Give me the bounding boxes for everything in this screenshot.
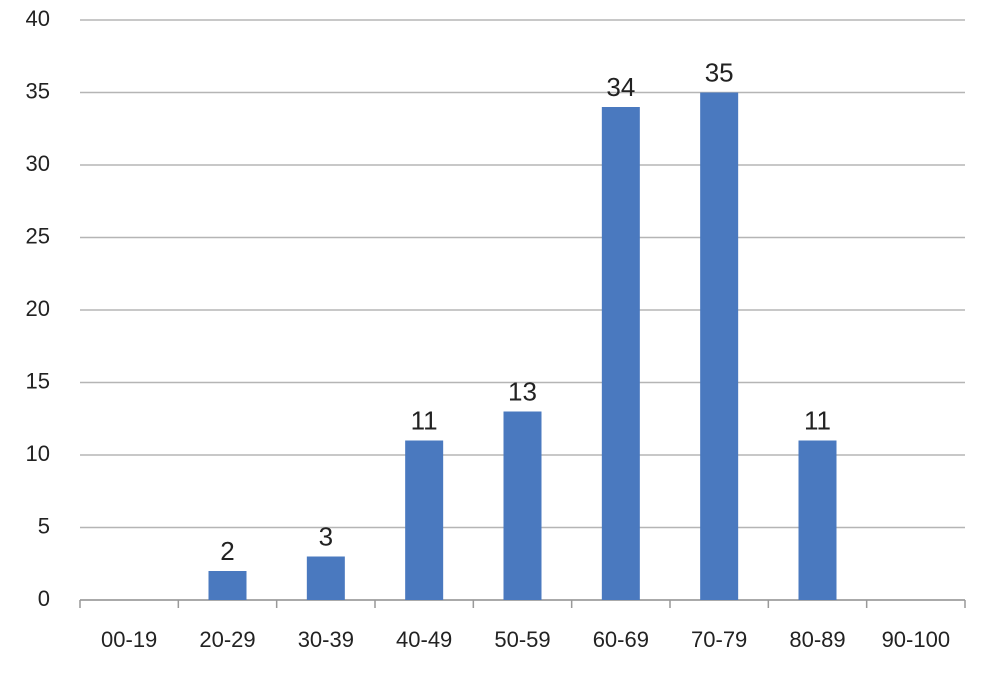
x-tick-label: 60-69: [593, 627, 649, 652]
y-tick-label: 0: [38, 586, 50, 611]
bar: [208, 571, 247, 600]
bar: [306, 556, 345, 600]
data-label: 11: [804, 405, 831, 435]
data-label: 34: [606, 72, 635, 102]
y-tick-label: 35: [26, 78, 50, 103]
x-tick-label: 90-100: [882, 627, 951, 652]
y-tick-label: 40: [26, 6, 50, 31]
data-label: 13: [508, 376, 537, 406]
x-tick-label: 50-59: [494, 627, 550, 652]
y-tick-label: 25: [26, 223, 50, 248]
x-tick-label: 20-29: [199, 627, 255, 652]
x-tick-label: 70-79: [691, 627, 747, 652]
y-tick-label: 30: [26, 151, 50, 176]
y-tick-label: 15: [26, 368, 50, 393]
x-tick-label: 80-89: [789, 627, 845, 652]
x-tick-label: 40-49: [396, 627, 452, 652]
x-tick-label: 00-19: [101, 627, 157, 652]
x-tick-label: 30-39: [298, 627, 354, 652]
bar: [405, 440, 444, 600]
bar: [601, 107, 640, 600]
data-label: 35: [705, 57, 734, 87]
y-tick-label: 20: [26, 296, 50, 321]
y-tick-label: 5: [38, 513, 50, 538]
bar: [798, 440, 837, 600]
y-tick-label: 10: [26, 441, 50, 466]
data-label: 2: [220, 536, 234, 566]
bar: [700, 92, 739, 600]
data-label: 3: [319, 521, 333, 551]
bar: [503, 411, 542, 600]
data-label: 11: [411, 405, 438, 435]
